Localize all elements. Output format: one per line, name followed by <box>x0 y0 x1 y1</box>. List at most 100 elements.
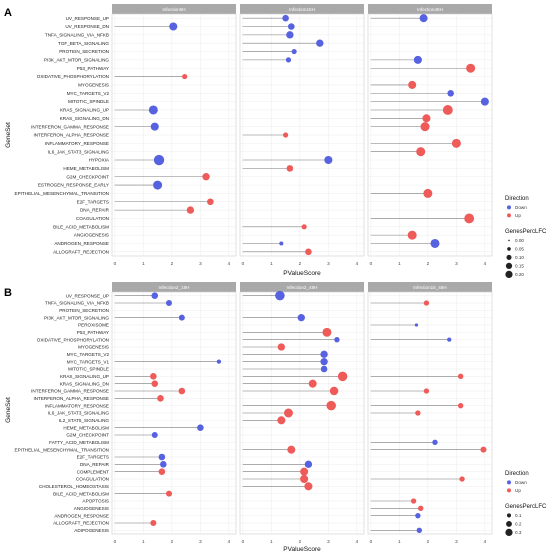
x-tick-label: 1 <box>398 261 401 266</box>
lollipop-point <box>297 313 305 322</box>
lollipop-point <box>287 445 296 454</box>
x-tick-label: 2 <box>299 261 302 266</box>
x-tick-label: 3 <box>455 539 458 544</box>
lollipop-point <box>304 482 313 491</box>
legend: Direction Down Up GenesPercLFC 0.1 0.2 0.3 <box>505 471 547 537</box>
lollipop-point <box>415 410 421 416</box>
facet-strip <box>368 4 492 14</box>
gene-set-label: KRAS_SIGNALING_UP <box>60 374 109 379</box>
gene-set-label: KRAS_SIGNALING_DN <box>60 116 109 121</box>
legend-size-label: 0.15 <box>515 264 524 269</box>
lollipop-point <box>451 138 461 148</box>
gene-set-label: E2F_TARGETS <box>77 199 109 204</box>
gene-set-label: P53_PATHWAY <box>77 66 109 71</box>
gene-set-label: MYC_TARGETS_V2 <box>67 91 110 96</box>
gene-set-label: CHOLESTEROL_HOMEOSTASIS <box>39 484 109 489</box>
x-tick-label: 2 <box>427 539 430 544</box>
lollipop-point <box>423 300 430 306</box>
legend-size-label: 0.20 <box>515 272 524 277</box>
lollipop-point <box>150 122 159 131</box>
facet-strip-label: Infection2_18H <box>159 285 190 290</box>
lollipop-point <box>423 388 430 394</box>
lollipop-point <box>178 387 186 395</box>
legend-size-key <box>506 520 512 527</box>
x-tick-label: 3 <box>199 261 202 266</box>
gene-set-label: ANDROGEN_RESPONSE <box>54 513 109 518</box>
lollipop-point <box>284 408 293 418</box>
facet-panel: Infection18H 0 1 2 3 4 <box>239 4 365 266</box>
legend-size-title: GenesPercLFC <box>505 229 547 235</box>
facet-strip <box>240 4 364 14</box>
lollipop-point <box>300 467 309 476</box>
gene-set-label: OXIDATIVE_PHOSPHORYLATION <box>37 74 109 79</box>
gene-set-label: COAGULATION <box>76 477 109 482</box>
gene-set-label: KRAS_SIGNALING_UP <box>60 108 109 113</box>
x-tick-label: 4 <box>356 261 359 266</box>
lollipop-point <box>153 180 163 190</box>
legend-size-key <box>506 513 512 518</box>
lollipop-point <box>277 416 286 425</box>
gene-set-label: INFLAMMATORY_RESPONSE <box>45 403 109 408</box>
legend-direction-title: Direction <box>505 471 529 477</box>
lollipop-point <box>202 173 210 181</box>
legend-size-label: 0.1 <box>515 513 522 518</box>
lollipop-point <box>150 519 157 527</box>
lollipop-point <box>207 198 214 206</box>
legend-direction-key <box>507 488 511 493</box>
x-tick-label: 3 <box>455 261 458 266</box>
gene-set-label: INTERFERON_GAMMA_RESPONSE <box>31 389 109 394</box>
x-tick-label: 0 <box>114 539 117 544</box>
lollipop-point <box>464 213 475 224</box>
legend-direction-label: Up <box>515 488 521 493</box>
gene-set-label: PROTEIN_SECRETION <box>59 308 109 313</box>
gene-set-label: COMPLEMENT <box>77 469 110 474</box>
legend-size-label: 0.3 <box>515 530 522 535</box>
legend-size-key <box>505 528 513 537</box>
facet-panel: Infection0H 0 1 2 3 4 <box>111 4 237 266</box>
legend-size-label: 0.00 <box>515 238 524 243</box>
lollipop-point <box>459 476 465 482</box>
gene-set-label: MYOGENESIS <box>78 345 109 350</box>
x-tick-label: 0 <box>114 261 117 266</box>
lollipop-point <box>153 154 165 166</box>
lollipop-point <box>420 122 430 132</box>
lollipop-point <box>169 22 178 31</box>
x-tick-label: 2 <box>427 261 430 266</box>
gene-set-label: INTERFERON_GAMMA_RESPONSE <box>31 124 109 129</box>
facet-strip-label: Infection2_48H <box>287 285 318 290</box>
facet-strip-label: Infection48H <box>417 7 443 12</box>
lollipop-point <box>320 357 328 366</box>
lollipop-point <box>423 188 433 198</box>
x-tick-label: 1 <box>270 261 273 266</box>
panel-letter: A <box>4 7 12 19</box>
lollipop-point <box>326 400 336 411</box>
facet-strip <box>112 282 236 292</box>
lollipop-point <box>414 323 419 327</box>
lollipop-point <box>216 359 222 364</box>
gene-set-label: TGF_BETA_SIGNALING <box>58 41 109 46</box>
x-tick-label: 2 <box>299 539 302 544</box>
legend-size-key <box>505 262 513 270</box>
gene-set-label: BILE_ACID_METABOLISM <box>53 224 109 229</box>
gene-set-label: IL6_JAK_STAT3_SIGNALING <box>48 149 110 154</box>
gene-set-label: EPITHELIAL_MESENCHYMAL_TRANSITION <box>15 447 109 452</box>
lollipop-point <box>457 402 464 409</box>
x-tick-label: 1 <box>270 539 273 544</box>
x-axis-title: PValueScore <box>283 270 321 277</box>
lollipop-point <box>457 373 464 380</box>
lollipop-point <box>316 39 324 47</box>
lollipop-point <box>337 371 348 382</box>
y-axis-title: GeneSet <box>5 397 12 423</box>
lollipop-point <box>277 343 286 351</box>
legend-direction-key <box>507 205 511 210</box>
legend-size-title: GenesPercLFC <box>505 504 547 510</box>
legend-direction-label: Down <box>515 480 527 485</box>
gene-set-label: PI3K_AKT_MTOR_SIGNALING <box>44 57 109 62</box>
lollipop-point <box>148 105 158 115</box>
facet-strip-label: Infection0H <box>162 7 185 12</box>
gene-set-label: OXIDATIVE_PHOSPHORYLATION <box>37 337 109 342</box>
lollipop-point <box>291 48 297 55</box>
lollipop-point <box>275 290 285 301</box>
lollipop-point <box>283 132 289 138</box>
